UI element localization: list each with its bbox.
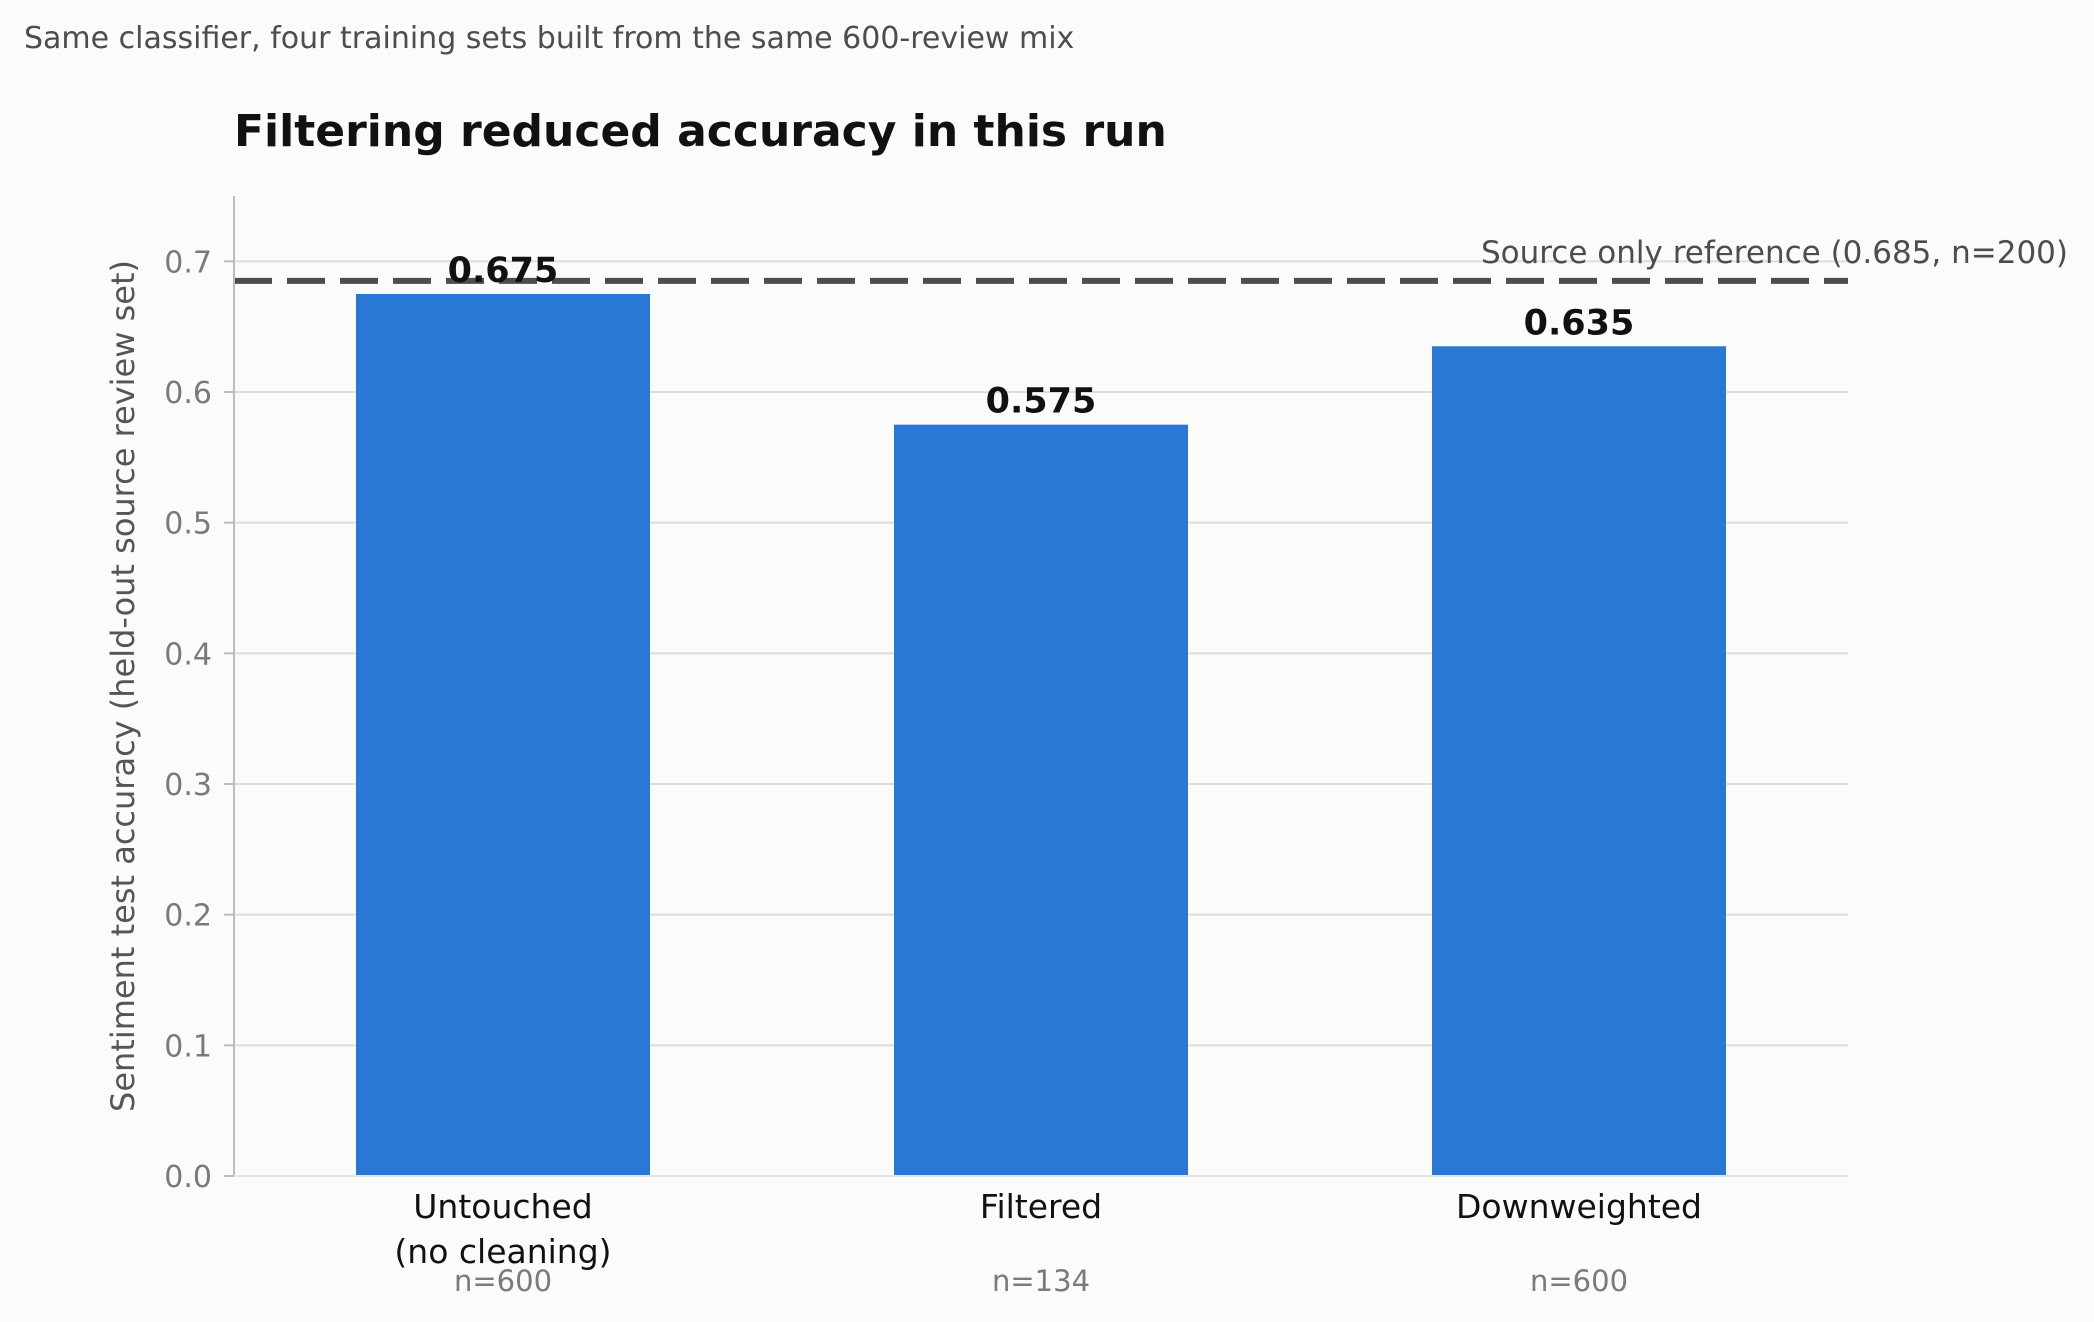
y-tick-label: 0.0 <box>164 1160 212 1195</box>
bars <box>356 294 1726 1177</box>
sample-size-label: n=600 <box>1530 1264 1628 1298</box>
value-labels: 0.675 0.575 0.635 <box>448 251 1635 422</box>
bar-value-label: 0.675 <box>448 251 559 291</box>
axes <box>233 196 1848 1177</box>
x-axis-ticks: Untouched(no cleaning)n=600Filteredn=134… <box>394 1187 1702 1298</box>
sample-size-label: n=134 <box>992 1264 1090 1298</box>
bar <box>894 424 1188 1177</box>
bar <box>1432 346 1726 1176</box>
bar-value-label: 0.635 <box>1524 303 1635 343</box>
x-tick-label: Untouched <box>413 1187 592 1226</box>
x-tick-label: (no cleaning) <box>394 1232 611 1271</box>
x-tick-label: Downweighted <box>1456 1187 1702 1226</box>
bar <box>356 294 650 1176</box>
y-tick-label: 0.7 <box>164 245 212 280</box>
bar-value-label: 0.575 <box>986 382 1097 422</box>
chart-subtitle: Same classifier, four training sets buil… <box>24 21 1074 56</box>
y-axis-ticks: 0.0 0.1 0.2 0.3 0.4 0.5 0.6 0.7 <box>164 245 234 1195</box>
y-tick-label: 0.5 <box>164 507 212 542</box>
y-tick-label: 0.2 <box>164 899 212 934</box>
y-tick-label: 0.3 <box>164 768 212 803</box>
y-tick-label: 0.4 <box>164 637 212 672</box>
y-axis-label: Sentiment test accuracy (held-out source… <box>104 260 142 1112</box>
y-tick-label: 0.1 <box>164 1029 212 1064</box>
reference-line-label: Source only reference (0.685, n=200) <box>1481 235 2068 271</box>
chart-title: Filtering reduced accuracy in this run <box>234 106 1167 157</box>
x-tick-label: Filtered <box>980 1187 1102 1226</box>
reference-line-group: Source only reference (0.685, n=200) <box>234 235 2068 284</box>
y-tick-label: 0.6 <box>164 376 212 411</box>
sample-size-label: n=600 <box>454 1264 552 1298</box>
